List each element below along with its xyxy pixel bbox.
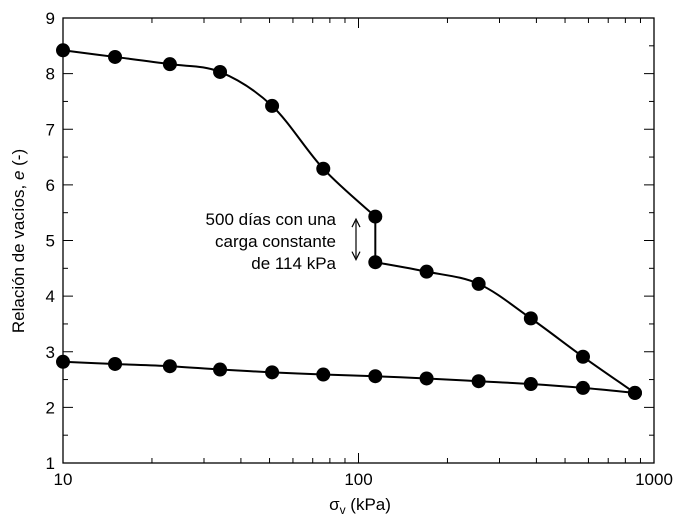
y-tick-label-8: 8 (46, 65, 55, 84)
data-point (523, 311, 538, 326)
annotation-line-1: 500 días con una (206, 210, 337, 229)
data-point (368, 209, 383, 224)
x-tick-label-10: 10 (54, 470, 73, 489)
plot-border (62, 17, 655, 464)
annotation: 500 días con una carga constante de 114 … (206, 210, 337, 273)
data-point (162, 57, 177, 72)
arrow-head-down (351, 251, 361, 261)
plot-frame (62, 17, 655, 464)
y-tick-label-4: 4 (46, 287, 55, 306)
curves (62, 49, 636, 394)
data-point (316, 367, 331, 382)
x-tick-label-1000: 1000 (635, 470, 673, 489)
data-point (523, 377, 538, 392)
data-point (471, 374, 486, 389)
annotation-line-3: de 114 kPa (251, 254, 336, 273)
y-tick-label-7: 7 (46, 120, 55, 139)
markers (56, 43, 642, 400)
data-point (316, 161, 331, 176)
series-line-0 (62, 49, 636, 394)
x-axis-title: σv (kPa) (329, 495, 391, 517)
data-point (56, 354, 70, 369)
data-point (419, 264, 434, 279)
y-tick-label-1: 1 (46, 454, 55, 473)
y-tick-label-5: 5 (46, 232, 55, 251)
y-tick-label-3: 3 (46, 343, 55, 362)
data-point (265, 98, 280, 113)
annotation-line-2: carga constante (215, 232, 336, 251)
data-point (213, 64, 228, 79)
series-line-1 (62, 360, 636, 394)
y-tick-label-6: 6 (46, 176, 55, 195)
arrow-head-up (351, 217, 361, 228)
data-point (56, 43, 70, 58)
y-tick-label-9: 9 (46, 9, 55, 28)
data-point (627, 385, 642, 400)
data-point (575, 349, 590, 364)
data-point (419, 371, 434, 386)
data-point (471, 276, 486, 291)
x-axis-ticks: 10 100 1000 (54, 18, 673, 489)
y-axis-title: Relación de vacíos, e (-) (9, 149, 28, 333)
data-point (108, 356, 123, 371)
data-point (108, 49, 123, 64)
data-point (265, 365, 280, 380)
x-tick-label-100: 100 (344, 470, 372, 489)
data-point (213, 362, 228, 377)
data-point (162, 359, 177, 374)
data-point (368, 255, 383, 270)
y-axis-ticks: 1 2 3 4 5 6 7 8 9 (46, 9, 654, 473)
data-point (368, 369, 383, 384)
data-point (575, 380, 590, 395)
y-tick-label-2: 2 (46, 398, 55, 417)
annotation-arrow (351, 217, 361, 261)
